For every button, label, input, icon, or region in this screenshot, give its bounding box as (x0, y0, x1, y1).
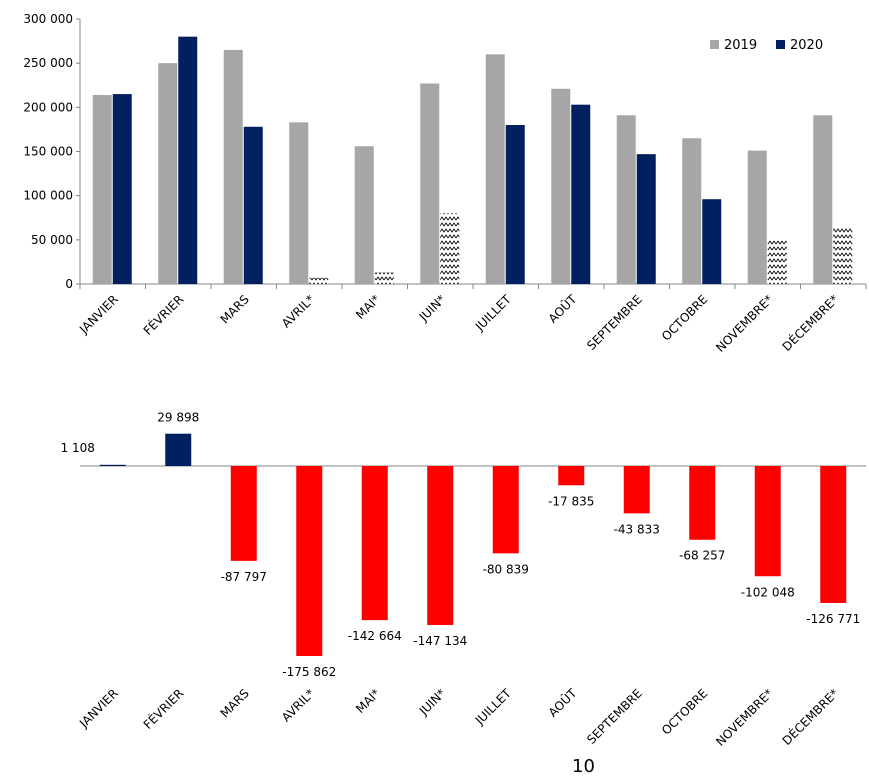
x-tick-label: JUIN* (416, 686, 448, 718)
legend-swatch-2019 (710, 40, 719, 49)
y-tick-label: 50 000 (31, 233, 73, 247)
data-label: -17 835 (548, 494, 594, 508)
y-tick-label: 300 000 (23, 12, 73, 26)
top-x-tick-labels: JANVIER FÉVRIER MARS AVRIL* MAI* JUIN* JUILLET… (76, 291, 841, 355)
x-tick-label: OCTOBRE (659, 292, 710, 343)
bar-2020-janvier (112, 94, 132, 284)
diff-bar-février (165, 433, 192, 466)
bottom-x-tick-labels: JANVIER FÉVRIER MARS AVRIL* MAI* JUIN* JUILLET… (76, 685, 841, 749)
data-label: -147 134 (413, 634, 467, 648)
bottom-bars-group (99, 433, 847, 656)
top-bars-group (92, 36, 853, 285)
diff-bar-mai (361, 466, 388, 621)
x-tick-label: JANVIER (76, 686, 121, 731)
y-tick-label: 250 000 (23, 56, 73, 70)
x-tick-label: SEPTEMBRE (584, 686, 645, 747)
x-tick-label: MARS (218, 292, 252, 326)
bar-2019-août (551, 88, 571, 285)
legend-label-2020: 2020 (790, 38, 823, 53)
bar-2020-avril (309, 277, 329, 284)
bar-2020-mai (374, 272, 394, 284)
x-tick-label: JUILLET (472, 292, 514, 334)
diff-bar-avril (296, 466, 323, 656)
x-tick-label: MAI* (353, 292, 383, 322)
bar-2019-septembre (616, 115, 636, 285)
monthly-difference-chart: 1 108 29 898 -87 797 -175 862 -142 664 -147 1… (61, 411, 866, 749)
bar-2019-juin (420, 83, 440, 284)
y-tick-label: 0 (65, 277, 73, 291)
data-label: -87 797 (221, 570, 267, 584)
data-label: -68 257 (679, 549, 725, 563)
data-label: -102 048 (741, 585, 795, 599)
bar-2019-janvier (92, 94, 112, 284)
x-tick-label: NOVEMBRE* (713, 292, 776, 355)
bar-2020-septembre (636, 154, 656, 284)
bar-2019-avril (289, 122, 309, 284)
bar-2020-août (571, 104, 591, 284)
legend-swatch-2020 (776, 40, 785, 49)
data-label: -126 771 (806, 612, 860, 626)
y-tick-label: 100 000 (23, 189, 73, 203)
legend: 2019 2020 (710, 38, 823, 53)
bottom-data-labels: 1 108 29 898 -87 797 -175 862 -142 664 -147 1… (61, 411, 861, 679)
bar-2019-février (158, 63, 178, 284)
data-label: -142 664 (348, 629, 402, 643)
legend-label-2019: 2019 (724, 38, 757, 53)
x-tick-label: AVRIL* (279, 686, 317, 724)
bar-2020-mars (243, 126, 263, 285)
diff-bar-mars (230, 466, 257, 561)
x-tick-label: DÉCEMBRE* (779, 686, 841, 748)
y-tick-label: 200 000 (23, 100, 73, 114)
bar-2020-juillet (505, 125, 525, 284)
x-tick-label: NOVEMBRE* (713, 686, 776, 749)
x-tick-label: AOÛT (545, 291, 580, 326)
y-tick-label: 150 000 (23, 145, 73, 159)
x-tick-label: MARS (218, 686, 252, 720)
bar-2019-mai (354, 146, 374, 284)
x-tick-label: JANVIER (76, 292, 121, 337)
bar-2020-octobre (702, 199, 722, 284)
bar-2020-juin (440, 213, 460, 284)
x-tick-label: DÉCEMBRE* (779, 292, 841, 354)
bar-2020-décembre (833, 227, 853, 284)
x-tick-label: JUILLET (472, 686, 514, 728)
x-tick-label: SEPTEMBRE (584, 292, 645, 353)
top-axis-group: 0 50 000 100 000 150 000 200 000 250 000 300 0… (23, 12, 867, 291)
diff-bar-juillet (492, 466, 519, 554)
data-label: 29 898 (157, 411, 199, 425)
x-tick-label: MAI* (353, 686, 383, 716)
diff-bar-août (558, 466, 585, 486)
bar-2019-juillet (485, 54, 505, 285)
data-label: -43 833 (614, 522, 660, 536)
data-label: -175 862 (282, 665, 336, 679)
data-label: 1 108 (61, 441, 95, 455)
bar-2019-octobre (682, 138, 702, 284)
bar-2019-mars (223, 49, 243, 284)
monthly-volume-chart: 0 50 000 100 000 150 000 200 000 250 000 300 0… (23, 12, 867, 355)
diff-bar-novembre (754, 466, 781, 577)
x-tick-label: AOÛT (545, 685, 580, 720)
page-number: 10 (572, 756, 595, 777)
diff-bar-janvier (99, 464, 126, 466)
diff-bar-juin (427, 466, 454, 625)
bar-2019-décembre (813, 115, 833, 285)
x-tick-label: FÉVRIER (140, 292, 186, 338)
x-tick-label: JUIN* (416, 292, 448, 324)
x-tick-label: AVRIL* (279, 292, 317, 330)
bar-2020-novembre (767, 240, 787, 284)
x-tick-label: FÉVRIER (140, 686, 186, 732)
x-tick-label: OCTOBRE (659, 686, 710, 737)
diff-bar-décembre (820, 466, 847, 603)
data-label: -80 839 (483, 562, 529, 576)
bar-2019-novembre (747, 150, 767, 284)
bar-2020-février (178, 36, 198, 284)
diff-bar-septembre (623, 466, 650, 514)
diff-bar-octobre (689, 466, 716, 540)
